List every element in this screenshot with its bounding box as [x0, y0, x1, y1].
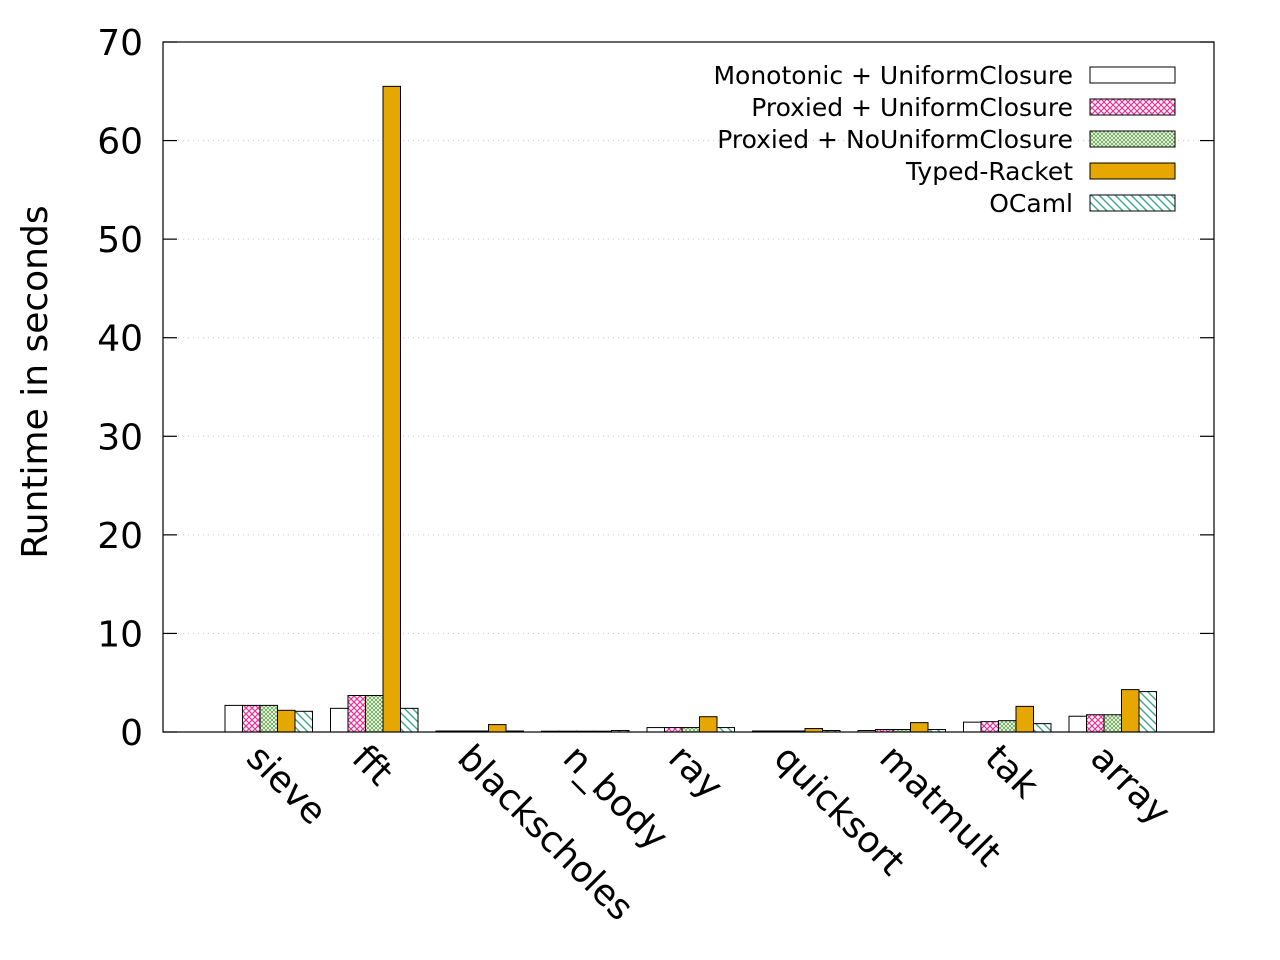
- bar-sieve-3: [277, 709, 296, 733]
- legend-label: OCaml: [989, 189, 1073, 218]
- y-tick-label: 20: [97, 516, 143, 557]
- bar-array-1: [1086, 714, 1105, 733]
- bar-fft-3: [382, 85, 401, 733]
- bar-tak-1: [980, 721, 999, 733]
- y-tick-label: 40: [97, 319, 143, 360]
- bar-sieve-4: [294, 710, 313, 733]
- y-tick-label: 10: [97, 614, 143, 655]
- y-tick-label: 60: [97, 122, 143, 163]
- bar-array-3: [1121, 689, 1140, 733]
- bar-tak-3: [1015, 705, 1034, 733]
- bar-ray-0: [646, 727, 665, 733]
- x-tick-label: sieve: [238, 737, 334, 833]
- legend-label: Typed-Racket: [905, 157, 1073, 186]
- bar-array-4: [1138, 691, 1157, 733]
- bar-tak-2: [998, 720, 1017, 733]
- bar-ray-3: [699, 716, 718, 733]
- grid-lines: [163, 140, 1214, 634]
- x-tick-label: array: [1082, 737, 1178, 833]
- bar-sieve-2: [259, 704, 278, 733]
- legend-swatch: [1089, 66, 1176, 84]
- legend-label: Proxied + NoUniformClosure: [717, 125, 1073, 154]
- bar-sieve-1: [242, 704, 261, 733]
- bar-tak-4: [1033, 723, 1052, 733]
- bar-fft-1: [347, 695, 366, 733]
- y-tick-label: 30: [97, 417, 143, 458]
- bar-ray-1: [664, 727, 683, 733]
- y-axis: 0 10 20 30 40 50 60 70: [97, 23, 1214, 754]
- bar-fft-2: [365, 695, 384, 733]
- legend-swatch: [1089, 98, 1176, 116]
- y-tick-label: 70: [97, 23, 143, 64]
- x-tick-label: ray: [660, 737, 730, 807]
- bar-ray-4: [716, 727, 735, 733]
- legend-swatch: [1089, 162, 1176, 180]
- y-tick-label: 50: [97, 220, 143, 261]
- legend-swatch: [1089, 130, 1176, 148]
- y-axis-title: Runtime in seconds: [15, 205, 56, 558]
- bar-fft-4: [400, 707, 419, 733]
- legend: Monotonic + UniformClosure Proxied + Unif…: [713, 61, 1176, 218]
- bar-array-2: [1103, 714, 1122, 733]
- bar-sieve-0: [224, 704, 243, 733]
- bars-group: [224, 85, 1157, 733]
- bar-array-0: [1068, 715, 1087, 733]
- bar-tak-0: [963, 721, 982, 733]
- y-tick-label: 0: [120, 713, 143, 754]
- x-tick-label: fft: [344, 737, 401, 794]
- legend-label: Proxied + UniformClosure: [751, 93, 1073, 122]
- legend-label: Monotonic + UniformClosure: [713, 61, 1073, 90]
- x-tick-label: tak: [977, 737, 1046, 806]
- bar-ray-2: [681, 727, 700, 733]
- bar-blackscholes-3: [488, 724, 507, 733]
- bar-matmult-3: [910, 722, 929, 733]
- legend-swatch: [1089, 194, 1176, 212]
- plot-frame: [162, 41, 1215, 733]
- bar-fft-0: [330, 707, 349, 733]
